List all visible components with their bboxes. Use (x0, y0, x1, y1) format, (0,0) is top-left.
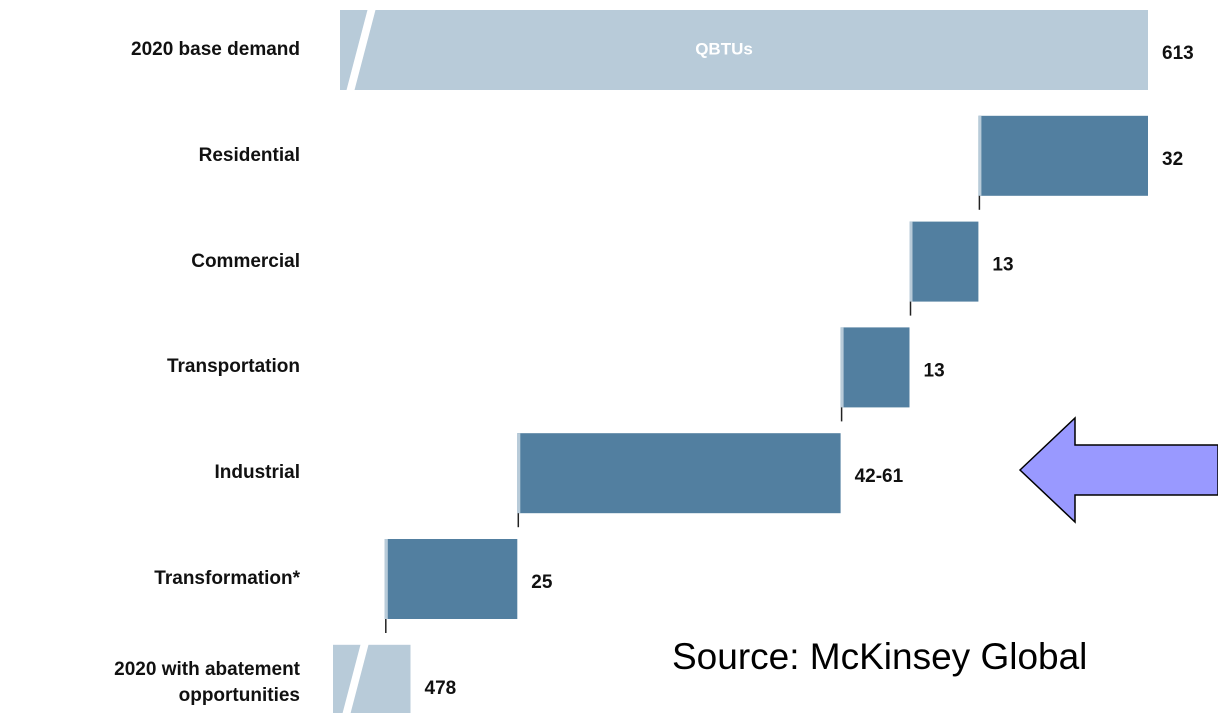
category-label: Transportation (166, 356, 300, 378)
category-label: Transformation* (154, 568, 300, 589)
source-note: Source: McKinsey Global (672, 636, 1088, 677)
value-label: 25 (531, 572, 553, 593)
axis-break (342, 642, 369, 713)
value-label: 13 (992, 255, 1013, 276)
bar-edge (517, 433, 521, 514)
category-label: 2020 base demand (131, 39, 300, 60)
value-label: 13 (924, 360, 945, 381)
category-label: Residential (198, 144, 300, 166)
total-bar (340, 10, 1148, 90)
category-label: Commercial (191, 250, 300, 272)
axis-break (346, 8, 376, 92)
delta-bar (909, 221, 979, 302)
category-label: 2020 with abatement opportunities (114, 658, 300, 706)
category-label: Industrial (214, 462, 300, 484)
bar-edge (978, 115, 982, 196)
bar-edge (384, 539, 388, 619)
value-label: 478 (425, 678, 457, 699)
value-label: 32 (1162, 149, 1183, 170)
delta-bar (384, 539, 518, 619)
delta-bar (978, 115, 1148, 196)
value-label: 42-61 (855, 466, 904, 487)
delta-bar (517, 433, 841, 514)
bar-edge (840, 327, 844, 408)
delta-bar (840, 327, 910, 408)
value-label: 613 (1162, 43, 1194, 64)
bar-text: QBTUs (695, 39, 753, 58)
bar-edge (909, 221, 913, 302)
arrow (1018, 416, 1218, 524)
total-bar (333, 644, 411, 713)
